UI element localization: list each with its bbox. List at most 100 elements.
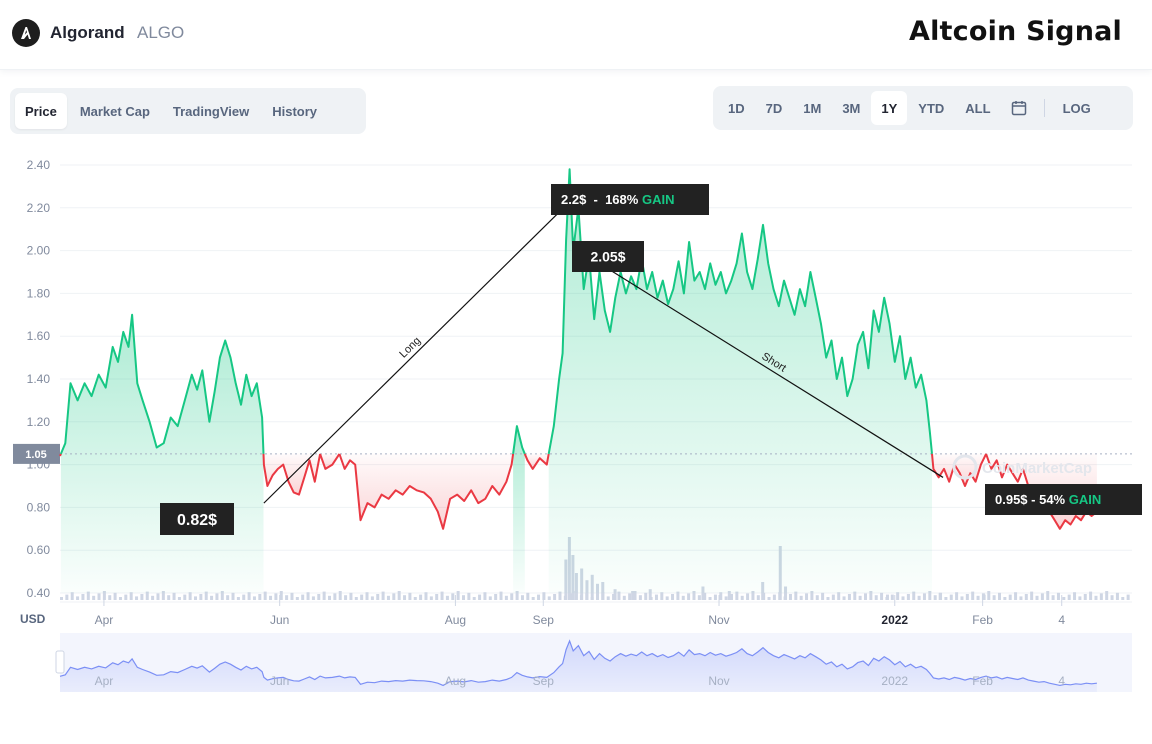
volume-bar	[901, 596, 905, 600]
volume-bar	[671, 594, 675, 600]
volume-bar	[1121, 597, 1125, 600]
volume-bar	[703, 592, 707, 600]
volume-bar	[295, 597, 299, 600]
volume-bar	[938, 592, 942, 600]
volume-bar	[772, 594, 776, 600]
volume-bar	[440, 591, 444, 600]
volume-bar	[135, 596, 139, 600]
y-tick-label: 1.40	[27, 372, 51, 386]
volume-bar	[349, 592, 353, 600]
tab-history[interactable]: History	[272, 103, 318, 119]
range-1d[interactable]: 1D	[728, 100, 745, 116]
range-1y[interactable]: 1Y	[871, 91, 908, 125]
price-annotation-box	[551, 184, 709, 215]
tab-market-cap[interactable]: Market Cap	[79, 103, 150, 119]
volume-bar	[606, 596, 610, 600]
volume-bar	[692, 591, 696, 600]
x-tick-label: 4	[1058, 613, 1065, 627]
volume-bar	[113, 592, 117, 600]
volume-bar	[328, 595, 331, 600]
price-area-down	[932, 453, 987, 486]
volume-bar	[1046, 591, 1050, 600]
range-7d[interactable]: 7D	[765, 100, 783, 116]
volume-bar	[76, 596, 80, 600]
volume-bar	[499, 591, 503, 600]
tab-tradingview[interactable]: TradingView	[172, 103, 250, 119]
volume-bar	[520, 595, 524, 600]
volume-bar	[955, 592, 959, 600]
volume-bar	[687, 593, 691, 600]
volume-bar	[140, 594, 144, 600]
volume-bar	[236, 597, 240, 600]
volume-bar	[338, 591, 342, 600]
price-area-down	[339, 453, 514, 529]
volume-bar	[665, 596, 669, 600]
volume-bar	[815, 595, 819, 600]
volume-bar	[199, 594, 203, 600]
volume-bar	[613, 589, 617, 600]
trend-label: Long	[397, 335, 423, 361]
volume-bar	[102, 591, 106, 600]
volume-bar	[151, 595, 155, 600]
volume-bar	[478, 594, 482, 600]
coin-header: Algorand ALGO Altcoin Signal	[0, 0, 1152, 70]
annotation-gain-text: GAIN	[1069, 492, 1102, 507]
volume-bar	[220, 591, 224, 600]
y-tick-label: 0.80	[27, 500, 51, 514]
y-tick-label: 1.80	[27, 286, 51, 300]
volume-bar	[633, 591, 637, 600]
range-ytd[interactable]: YTD	[918, 100, 945, 116]
calendar-icon[interactable]	[1002, 91, 1036, 125]
volume-bar	[788, 594, 792, 600]
navigator-tick-label: 2022	[881, 674, 908, 688]
x-tick-label: Nov	[708, 613, 729, 627]
volume-bar	[617, 591, 621, 600]
volume-bar	[708, 597, 712, 600]
range-1m[interactable]: 1M	[803, 100, 822, 116]
volume-bar	[451, 593, 455, 600]
y-tick-label: 0.60	[27, 543, 51, 557]
navigator-tick-label: Nov	[708, 674, 729, 688]
range-3m[interactable]: 3M	[842, 100, 861, 116]
volume-bar	[301, 594, 305, 600]
volume-bar	[965, 594, 969, 600]
volume-bar	[274, 593, 278, 600]
volume-bar	[108, 595, 112, 600]
navigator-tick-label: Sep	[533, 674, 555, 688]
volume-bar	[413, 597, 417, 600]
volume-bar	[933, 595, 937, 600]
volume-bar	[1051, 595, 1055, 600]
volume-bar	[1089, 591, 1093, 600]
price-annotation-label: 0.95$ - 54% GAIN	[995, 492, 1101, 507]
coin-name: Algorand	[50, 23, 125, 42]
x-tick-label: 2022	[881, 613, 908, 627]
volume-bar	[1115, 592, 1119, 600]
price-annotation-label: 2.05$	[590, 249, 625, 265]
volume-bar	[215, 593, 219, 600]
volume-bar	[86, 591, 90, 600]
volume-bar	[751, 591, 755, 600]
volume-bar	[810, 591, 814, 600]
volume-bar	[1073, 592, 1077, 600]
volume-bar	[713, 594, 717, 600]
log-scale-toggle[interactable]: LOG	[1062, 100, 1091, 116]
range-all[interactable]: ALL	[965, 100, 991, 116]
x-tick-label: Jun	[270, 613, 289, 627]
volume-bar	[1019, 596, 1023, 600]
volume-bar	[445, 595, 449, 600]
tab-price[interactable]: Price	[15, 93, 67, 129]
volume-bar	[263, 591, 267, 600]
volume-bar	[1105, 591, 1109, 600]
price-annotation-label: 0.82$	[177, 512, 217, 529]
price-annotation-box	[985, 484, 1142, 515]
volume-bar	[896, 592, 900, 600]
volume-bar	[386, 595, 390, 600]
volume-bar	[644, 592, 648, 600]
volume-bar	[1030, 591, 1034, 600]
volume-bar	[285, 595, 289, 600]
range-navigator[interactable]: Apr Jun Aug Sep Nov 2022 Feb 4	[55, 633, 1132, 692]
volume-bar	[269, 595, 273, 600]
volume-bar	[976, 595, 980, 600]
volume-bar	[837, 592, 841, 600]
volume-bar	[118, 597, 122, 600]
